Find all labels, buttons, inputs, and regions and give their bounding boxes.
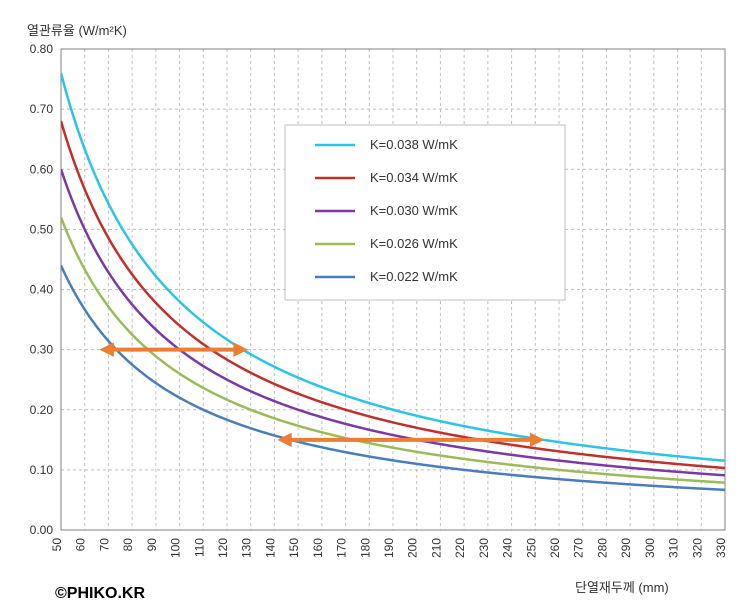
- x-tick-label: 80: [121, 538, 135, 552]
- x-tick-label: 280: [595, 538, 609, 558]
- chart-svg: 50 60 70 80 90 100 110 120 130 140 150 160 170 180 190…: [0, 0, 750, 616]
- x-tick-label: 60: [74, 538, 88, 552]
- x-tick-label: 90: [145, 538, 159, 552]
- x-tick-label: 330: [714, 538, 728, 558]
- y-tick-label: 0.80: [30, 42, 54, 56]
- x-tick-label: 250: [524, 538, 538, 558]
- watermark: ©PHIKO.KR: [55, 585, 145, 602]
- x-tick-label: 170: [335, 538, 349, 558]
- x-tick-label: 160: [311, 538, 325, 558]
- legend-label: K=0.034 W/mK: [370, 170, 458, 185]
- y-tick-label: 0.00: [30, 523, 54, 537]
- y-tick-label: 0.30: [30, 343, 54, 357]
- x-tick-label: 50: [50, 538, 64, 552]
- legend-label: K=0.030 W/mK: [370, 203, 458, 218]
- x-tick-label: 240: [501, 538, 515, 558]
- x-tick-label: 180: [358, 538, 372, 558]
- x-tick-label: 270: [572, 538, 586, 558]
- x-tick-label: 320: [690, 538, 704, 558]
- y-tick-label: 0.50: [30, 222, 54, 236]
- x-tick-label: 210: [429, 538, 443, 558]
- x-tick-label: 140: [263, 538, 277, 558]
- y-axis-title: 열관류율 (W/m²K): [27, 23, 127, 38]
- legend-label: K=0.022 W/mK: [370, 269, 458, 284]
- x-tick-label: 130: [240, 538, 254, 558]
- x-tick-label: 150: [287, 538, 301, 558]
- x-tick-label: 120: [216, 538, 230, 558]
- x-axis-title: 단열재두께 (mm): [575, 580, 669, 595]
- x-tick-label: 70: [97, 538, 111, 552]
- y-tick-label: 0.10: [30, 463, 54, 477]
- x-tick-label: 110: [192, 538, 206, 557]
- y-tick-label: 0.60: [30, 162, 54, 176]
- x-tick-label: 200: [406, 538, 420, 558]
- chart-container: 50 60 70 80 90 100 110 120 130 140 150 160 170 180 190…: [0, 0, 750, 616]
- y-tick-label: 0.70: [30, 102, 54, 116]
- x-tick-label: 290: [619, 538, 633, 558]
- x-tick-label: 220: [453, 538, 467, 558]
- x-tick-label: 100: [169, 538, 183, 558]
- x-tick-label: 300: [643, 538, 657, 558]
- legend-label: K=0.038 W/mK: [370, 137, 458, 152]
- y-tick-label: 0.20: [30, 403, 54, 417]
- x-tick-label: 190: [382, 538, 396, 558]
- x-tick-label: 260: [548, 538, 562, 558]
- x-tick-label: 310: [667, 538, 681, 558]
- x-tick-label: 230: [477, 538, 491, 558]
- legend-label: K=0.026 W/mK: [370, 236, 458, 251]
- y-tick-label: 0.40: [30, 283, 54, 297]
